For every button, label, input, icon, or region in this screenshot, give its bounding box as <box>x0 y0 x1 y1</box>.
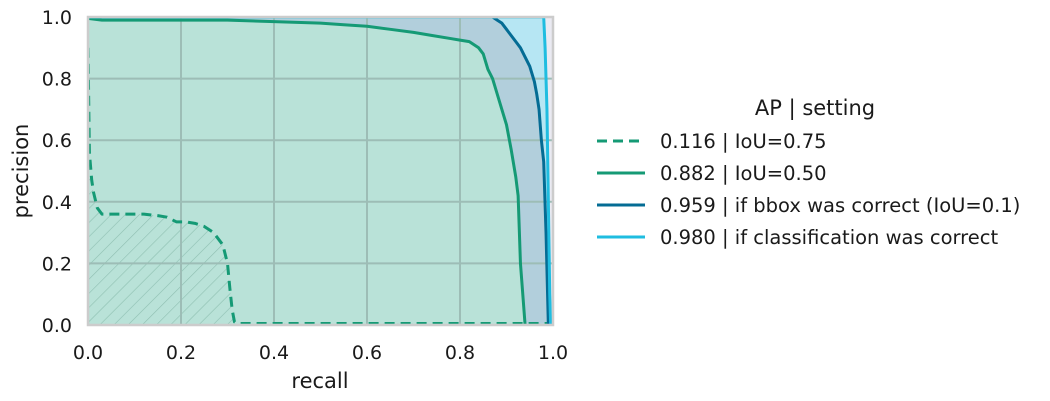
x-tick-label: 0.6 <box>352 342 382 364</box>
legend-title: AP | setting <box>755 96 875 121</box>
series-line-1 <box>88 17 527 325</box>
y-tick-label: 0.6 <box>42 130 72 152</box>
y-tick-label: 0.0 <box>42 315 72 337</box>
series-fill-0 <box>88 47 553 325</box>
y-tick-label: 0.8 <box>42 69 72 91</box>
x-axis-label: recall <box>291 369 348 393</box>
x-tick-label: 0.8 <box>445 342 475 364</box>
x-tick-label: 1.0 <box>538 342 568 364</box>
y-tick-label: 0.4 <box>42 192 72 214</box>
x-tick-label: 0.4 <box>259 342 289 364</box>
series-line-0 <box>88 47 553 325</box>
plot-frame <box>86 15 555 327</box>
legend-label-3: 0.980 | if classification was correct <box>660 226 998 249</box>
y-tick-label: 1.0 <box>42 7 72 29</box>
legend: AP | setting 0.116 | IoU=0.75 0.882 | IoU… <box>597 96 1020 249</box>
series-line-3 <box>88 17 553 325</box>
x-tick-label: 0.2 <box>166 342 196 364</box>
legend-label-0: 0.116 | IoU=0.75 <box>660 130 827 153</box>
x-tick-label: 0.0 <box>73 342 103 364</box>
y-axis-label: precision <box>9 124 33 219</box>
y-tick-label: 0.2 <box>42 253 72 275</box>
legend-label-1: 0.882 | IoU=0.50 <box>660 162 827 185</box>
legend-label-2: 0.959 | if bbox was correct (IoU=0.1) <box>660 194 1020 217</box>
series-line-2 <box>88 17 550 325</box>
